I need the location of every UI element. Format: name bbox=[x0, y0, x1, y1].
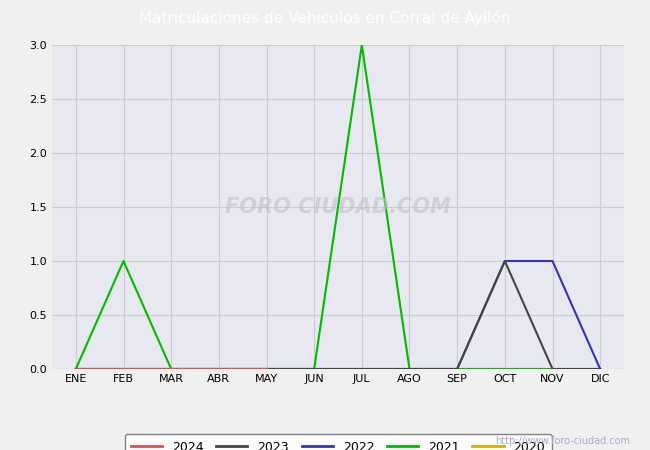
Text: Matriculaciones de Vehiculos en Corral de Ayllón: Matriculaciones de Vehiculos en Corral d… bbox=[139, 10, 511, 26]
Text: http://www.foro-ciudad.com: http://www.foro-ciudad.com bbox=[495, 436, 630, 446]
Text: FORO CIUDAD.COM: FORO CIUDAD.COM bbox=[225, 197, 451, 217]
Legend: 2024, 2023, 2022, 2021, 2020: 2024, 2023, 2022, 2021, 2020 bbox=[125, 434, 551, 450]
